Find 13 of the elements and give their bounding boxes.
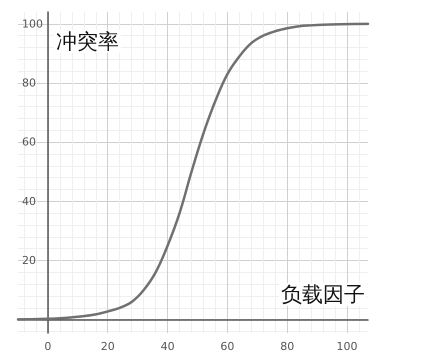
y-tick-label: 40	[22, 194, 36, 208]
y-tick-label: 20	[22, 254, 36, 268]
x-tick-label: 40	[160, 340, 175, 351]
y-tick-label: 100	[22, 17, 43, 30]
x-tick-label: 100	[336, 340, 358, 351]
x-tick-label: 20	[100, 340, 115, 351]
y-tick-label: 60	[22, 136, 36, 149]
y-axis-title: 冲突率	[56, 30, 119, 54]
y-tick-label: 80	[22, 76, 36, 90]
x-axis-title: 负载因子	[281, 282, 365, 306]
x-tick-label: 0	[44, 340, 52, 351]
x-tick-label: 60	[220, 340, 234, 351]
x-tick-label: 80	[280, 340, 294, 351]
